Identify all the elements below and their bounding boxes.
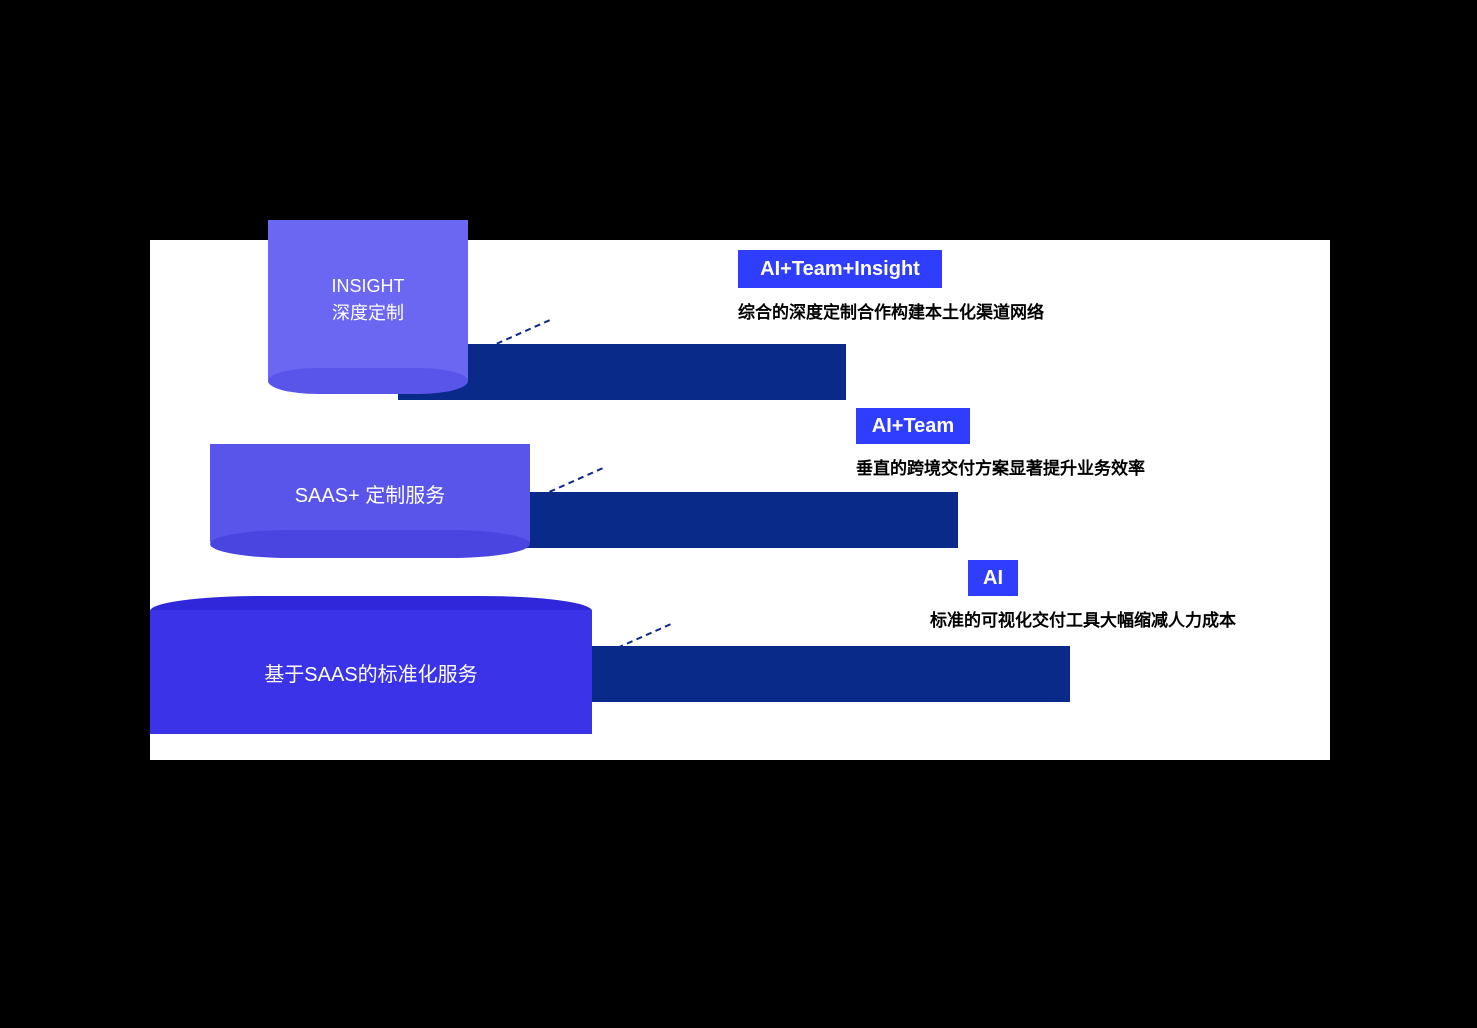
tier-top-label: INSIGHT 深度定制: [331, 273, 404, 327]
tier-top-box: INSIGHT 深度定制: [268, 220, 468, 380]
diagram-canvas: 基于SAAS的标准化服务 SAAS+ 定制服务 INSIGHT 深度定制 AI+…: [150, 240, 1330, 760]
tag-top: AI+Team+Insight: [738, 250, 942, 288]
desc-top: 综合的深度定制合作构建本土化渠道网络: [738, 298, 1044, 323]
tier-mid-base: [210, 530, 530, 558]
tier-mid-label: SAAS+ 定制服务: [295, 479, 446, 508]
tier-bot-label: 基于SAAS的标准化服务: [264, 658, 477, 687]
tag-bot-label: AI: [983, 567, 1003, 590]
tag-mid-label: AI+Team: [872, 415, 954, 438]
tag-mid: AI+Team: [856, 408, 970, 444]
tag-bot: AI: [968, 560, 1018, 596]
desc-mid-text: 垂直的跨境交付方案显著提升业务效率: [856, 459, 1145, 478]
tier-mid-box: SAAS+ 定制服务: [210, 444, 530, 542]
desc-mid: 垂直的跨境交付方案显著提升业务效率: [856, 454, 1145, 479]
desc-bot: 标准的可视化交付工具大幅缩减人力成本: [930, 606, 1236, 631]
tier-bot-box: 基于SAAS的标准化服务: [150, 610, 592, 734]
desc-top-text: 综合的深度定制合作构建本土化渠道网络: [738, 303, 1044, 322]
tier-top-base: [268, 368, 468, 394]
desc-bot-text: 标准的可视化交付工具大幅缩减人力成本: [930, 611, 1236, 630]
tag-top-label: AI+Team+Insight: [760, 258, 920, 281]
